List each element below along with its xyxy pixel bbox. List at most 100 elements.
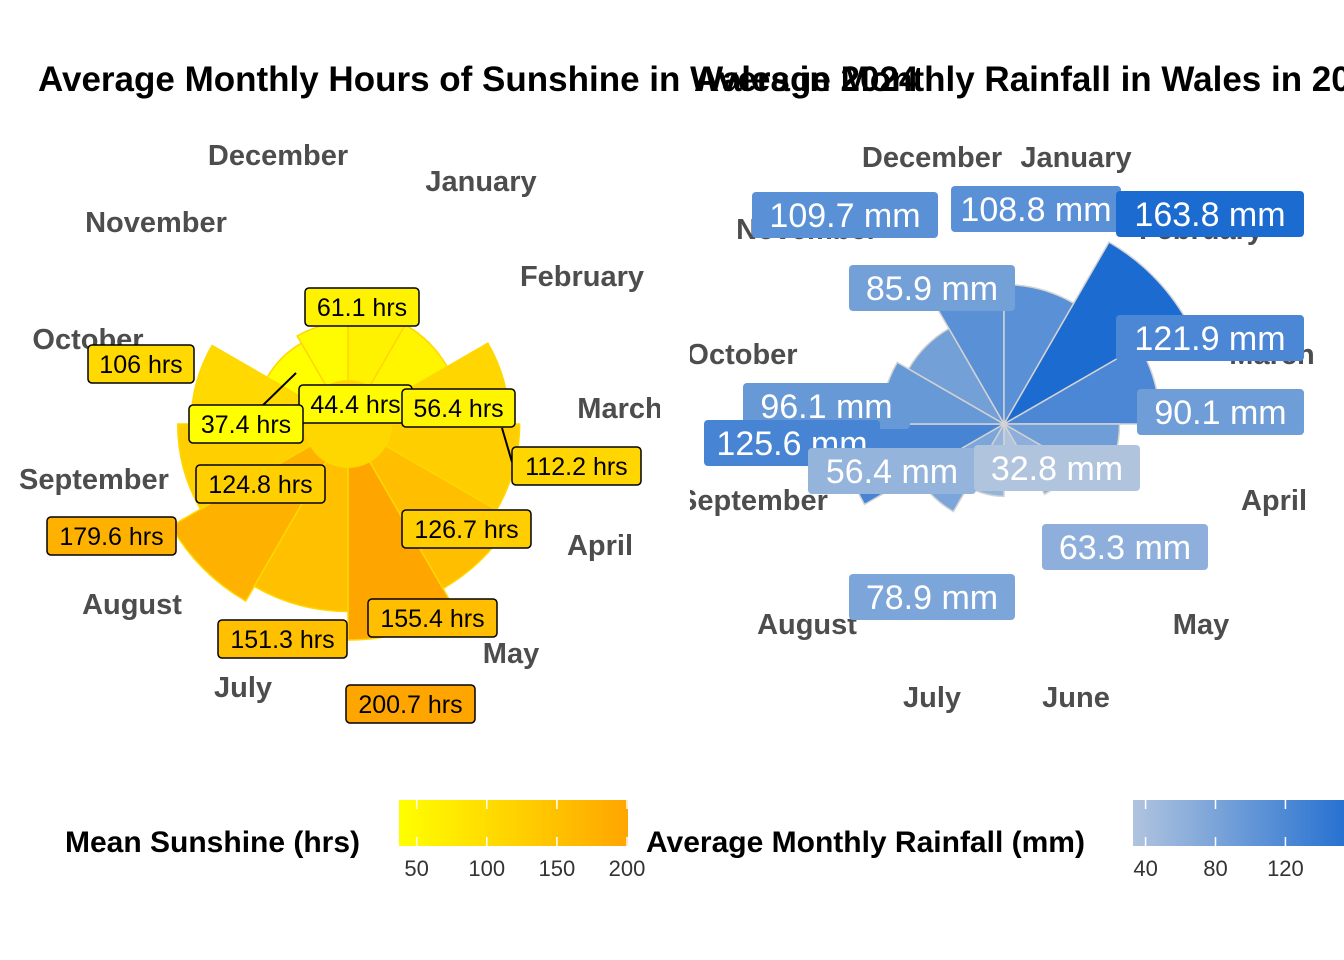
label-leader-line <box>501 427 513 463</box>
value-label-april: 90.1 mm <box>1137 389 1304 435</box>
month-label-november: November <box>85 207 227 239</box>
value-label-text: 78.9 mm <box>866 579 998 617</box>
value-label-text: 37.4 hrs <box>201 411 291 439</box>
sunshine-colorbar <box>399 800 628 846</box>
value-label-box <box>345 684 476 724</box>
value-label-text: 179.6 hrs <box>59 523 163 551</box>
value-label-october: 106 hrs <box>87 344 195 384</box>
value-label-box <box>188 404 304 444</box>
value-label-box <box>401 509 532 549</box>
rainfall-colorbar <box>1133 800 1344 846</box>
value-label-box <box>951 186 1121 232</box>
value-label-box <box>195 464 326 504</box>
value-label-march: 121.9 mm <box>1116 315 1304 361</box>
value-label-box <box>401 388 516 428</box>
value-label-box <box>1137 389 1304 435</box>
month-label-january: January <box>425 166 536 198</box>
sunshine-legend: Mean Sunshine (hrs) 50 100 150 200 <box>65 800 645 881</box>
legend-tick-label: 100 <box>468 856 505 881</box>
month-label-july: July <box>903 682 961 714</box>
label-leader-line <box>257 372 297 411</box>
value-label-december: 44.4 hrs <box>298 384 413 424</box>
month-label-december: December <box>862 142 1002 174</box>
value-label-text: 63.3 mm <box>1059 529 1191 567</box>
value-label-text: 106 hrs <box>99 351 182 379</box>
month-label-september: September <box>19 464 169 496</box>
value-label-text: 109.7 mm <box>769 197 920 235</box>
value-label-text: 56.4 hrs <box>413 395 503 423</box>
value-label-box <box>849 574 1015 620</box>
value-label-text: 44.4 hrs <box>310 391 400 419</box>
value-label-text: 163.8 mm <box>1134 196 1285 234</box>
month-label-january: January <box>1020 142 1131 174</box>
value-label-text: 126.7 hrs <box>414 516 518 544</box>
rainfall-legend-title: Average Monthly Rainfall (mm) <box>646 826 1085 859</box>
value-label-march: 112.2 hrs <box>511 446 642 486</box>
value-label-january: 61.1 hrs <box>304 287 420 327</box>
rainfall-value-labels: 109.7 mm 108.8 mm 163.8 mm 85.9 mm 121.9 mm 9… <box>704 186 1304 620</box>
value-label-text: 61.1 hrs <box>317 294 407 322</box>
value-label-box <box>46 516 177 556</box>
rainfall-legend: Average Monthly Rainfall (mm) 40801201 <box>646 800 1344 881</box>
value-label-box <box>1042 524 1208 570</box>
value-label-box <box>304 287 420 327</box>
sunshine-legend-ticks: 50 100 150 200 <box>404 800 645 881</box>
value-label-box <box>974 445 1140 491</box>
month-label-december: December <box>208 140 348 172</box>
value-label-july: 151.3 hrs <box>217 619 348 659</box>
legend-tick-label: 120 <box>1267 856 1304 881</box>
value-label-text: 96.1 mm <box>760 388 892 426</box>
rainfall-panel: JanuaryFebruaryMarchAprilMayJuneJulyAugu… <box>686 142 1315 714</box>
value-label-box <box>1116 315 1304 361</box>
value-label-september: 124.8 hrs <box>195 464 326 504</box>
legend-tick-label: 80 <box>1203 856 1227 881</box>
month-label-may: May <box>483 638 539 670</box>
month-label-february: February <box>520 261 644 293</box>
legend-tick-label: 50 <box>404 856 428 881</box>
value-label-october: 96.1 mm <box>743 383 910 429</box>
rainfall-chart-title: Average Monthly Rainfall in Wales in 202… <box>694 60 1344 99</box>
legend-tick-label: 150 <box>539 856 576 881</box>
value-label-november: 37.4 hrs <box>188 404 304 444</box>
value-label-box <box>849 265 1015 311</box>
value-label-july: 56.4 mm <box>808 448 976 494</box>
value-label-may: 63.3 mm <box>1042 524 1208 570</box>
value-label-august: 179.6 hrs <box>46 516 177 556</box>
month-label-march: March <box>577 393 662 425</box>
month-label-august: August <box>82 589 182 621</box>
value-label-february: 56.4 hrs <box>401 388 516 428</box>
value-label-text: 56.4 mm <box>826 453 958 491</box>
value-label-text: 151.3 hrs <box>230 626 334 654</box>
month-label-june: June <box>1042 682 1110 714</box>
month-label-july: July <box>214 672 272 704</box>
sunshine-chart-title: Average Monthly Hours of Sunshine in Wal… <box>38 60 919 99</box>
value-label-april: 126.7 hrs <box>401 509 532 549</box>
value-label-text: 121.9 mm <box>1134 320 1285 358</box>
bar-november <box>907 327 1007 427</box>
value-label-text: 200.7 hrs <box>358 691 462 719</box>
legend-tick-label: 200 <box>609 856 646 881</box>
month-label-may: May <box>1173 609 1229 641</box>
value-label-june: 200.7 hrs <box>345 684 476 724</box>
value-label-text: 124.8 hrs <box>208 471 312 499</box>
value-label-box <box>1116 191 1304 237</box>
value-label-box <box>511 446 642 486</box>
sunshine-legend-title: Mean Sunshine (hrs) <box>65 826 360 859</box>
sunshine-panel: JanuaryFebruaryMarchAprilMayJuneJulyAugu… <box>19 140 662 724</box>
month-label-october: October <box>686 339 797 371</box>
value-label-january: 108.8 mm <box>951 186 1121 232</box>
value-label-text: 112.2 hrs <box>525 453 627 481</box>
value-label-june: 32.8 mm <box>974 445 1140 491</box>
legend-tick-label: 40 <box>1133 856 1157 881</box>
value-label-text: 90.1 mm <box>1154 394 1286 432</box>
value-label-february: 163.8 mm <box>1116 191 1304 237</box>
rainfall-legend-ticks: 40801201 <box>1133 800 1304 881</box>
value-label-box <box>808 448 976 494</box>
value-label-may: 155.4 hrs <box>367 598 498 638</box>
value-label-box <box>743 383 910 429</box>
value-label-text: 155.4 hrs <box>380 605 484 633</box>
value-label-text: 108.8 mm <box>960 191 1111 229</box>
value-label-box <box>752 192 938 238</box>
value-label-box <box>87 344 195 384</box>
